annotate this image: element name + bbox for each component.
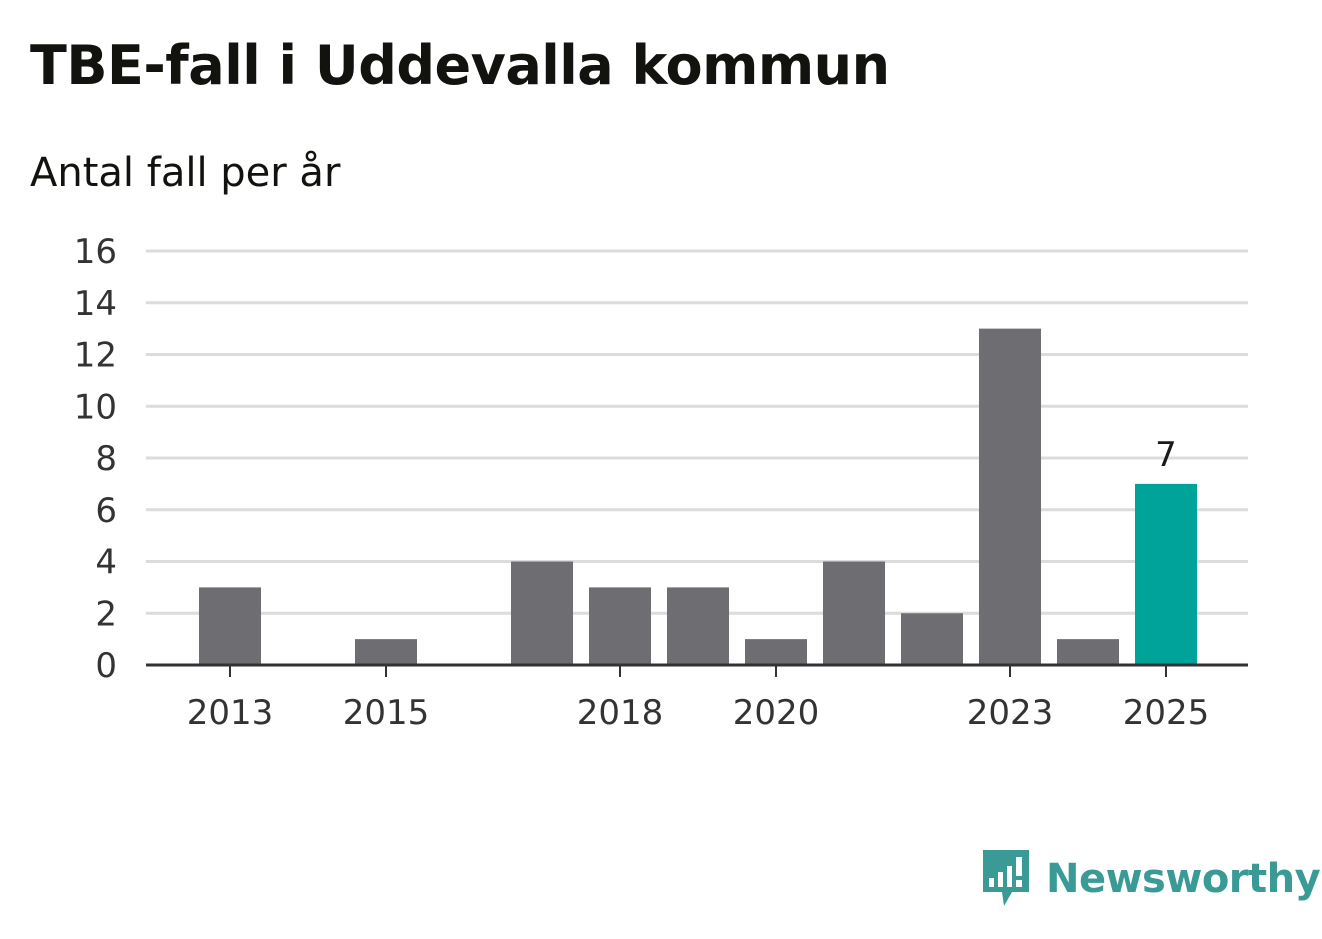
bar-2020 bbox=[745, 639, 807, 665]
chart-title: TBE-fall i Uddevalla kommun bbox=[30, 34, 890, 97]
bar-2021 bbox=[823, 561, 885, 665]
x-tick-label: 2018 bbox=[577, 693, 664, 733]
y-tick-label: 16 bbox=[74, 232, 117, 272]
x-tick-label: 2013 bbox=[187, 693, 274, 733]
bar-2017 bbox=[511, 561, 573, 665]
y-tick-label: 12 bbox=[74, 336, 117, 376]
brand-logo: Newsworthy bbox=[980, 848, 1321, 910]
y-tick-label: 14 bbox=[74, 284, 117, 324]
y-tick-label: 4 bbox=[95, 543, 117, 583]
bar-2023 bbox=[979, 328, 1041, 665]
y-tick-label: 0 bbox=[95, 646, 117, 686]
x-tick-label: 2015 bbox=[343, 693, 430, 733]
bar-2015 bbox=[355, 639, 417, 665]
bar-2013 bbox=[199, 587, 261, 665]
x-tick-label: 2020 bbox=[733, 693, 820, 733]
data-label: 7 bbox=[1155, 435, 1177, 475]
y-tick-label: 2 bbox=[95, 594, 117, 634]
newsworthy-logo-icon bbox=[983, 850, 1029, 906]
bar-2024 bbox=[1057, 639, 1119, 665]
y-tick-label: 8 bbox=[95, 439, 117, 479]
x-tick-label: 2025 bbox=[1123, 693, 1210, 733]
y-tick-label: 10 bbox=[74, 387, 117, 427]
bar-2018 bbox=[589, 587, 651, 665]
bar-2022 bbox=[901, 613, 963, 665]
brand-name: Newsworthy bbox=[1046, 856, 1321, 902]
x-tick-label: 2023 bbox=[967, 693, 1054, 733]
chart-subtitle: Antal fall per år bbox=[30, 150, 341, 196]
y-tick-label: 6 bbox=[95, 491, 117, 531]
bar-2025 bbox=[1135, 483, 1197, 665]
bar-2019 bbox=[667, 587, 729, 665]
